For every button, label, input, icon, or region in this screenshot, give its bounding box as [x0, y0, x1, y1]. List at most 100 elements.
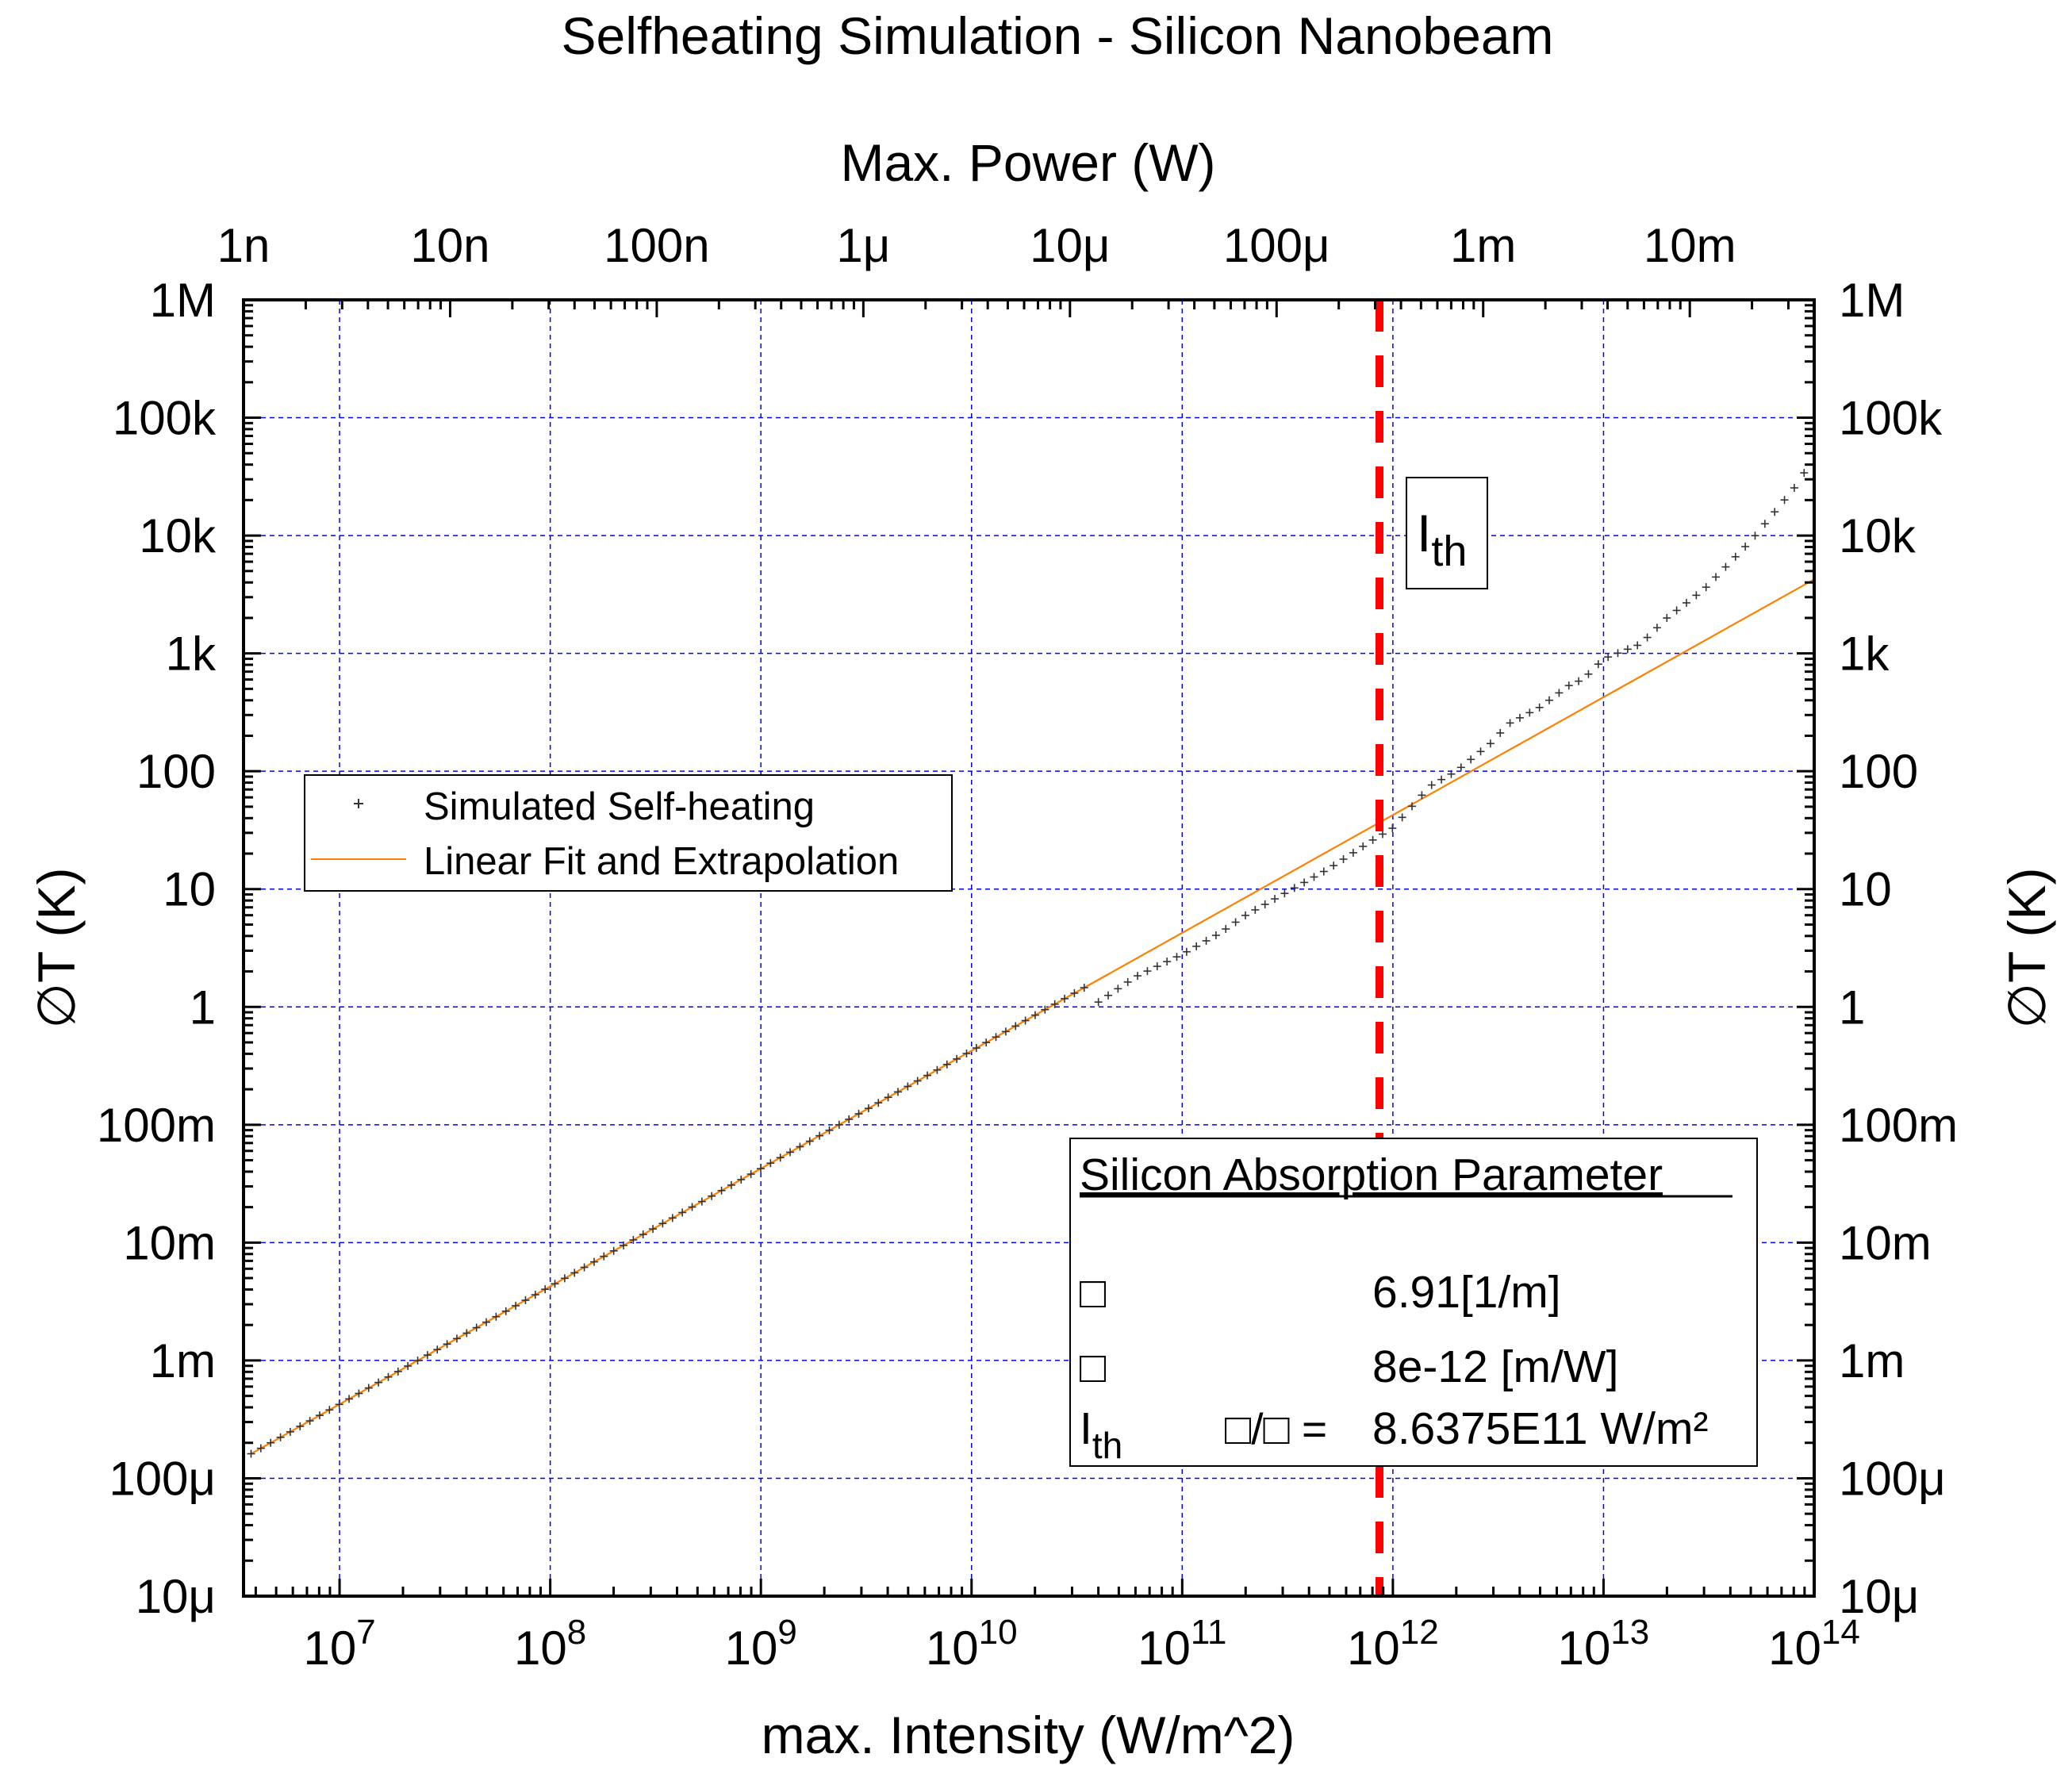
y-tick-label-right: 100m — [1839, 1099, 1958, 1152]
data-point — [717, 1186, 726, 1195]
x-tick-label: 1010 — [926, 1613, 1018, 1675]
data-point — [1300, 878, 1309, 887]
data-point — [1476, 747, 1485, 756]
data-point — [276, 1433, 285, 1441]
data-point — [1241, 911, 1249, 919]
data-point — [286, 1427, 294, 1436]
grid — [244, 300, 1814, 1596]
data-point — [501, 1307, 510, 1315]
data-point — [727, 1180, 735, 1189]
y-tick-label-right: 100k — [1839, 392, 1943, 445]
y-tick-label-left: 100 — [136, 745, 216, 798]
data-point — [1231, 918, 1240, 927]
data-point — [1030, 1011, 1039, 1019]
data-point — [1702, 583, 1710, 592]
y-tick-label-left: 1k — [166, 628, 217, 681]
data-point — [433, 1345, 442, 1354]
data-point — [796, 1142, 804, 1151]
data-point — [1398, 813, 1406, 822]
data-point — [962, 1049, 971, 1057]
data-point — [1555, 689, 1564, 697]
data-point — [1103, 991, 1112, 1000]
y-tick-label-right: 10 — [1839, 863, 1892, 916]
data-point — [452, 1334, 461, 1343]
data-point — [443, 1340, 451, 1349]
data-point — [1575, 677, 1583, 685]
data-point — [531, 1291, 539, 1299]
data-point — [1741, 543, 1750, 551]
data-point — [1800, 469, 1809, 478]
data-point — [384, 1372, 393, 1381]
y-tick-label-right: 1M — [1839, 274, 1905, 327]
y-tick-label-left: 1M — [150, 274, 216, 327]
data-point — [1134, 972, 1142, 981]
data-point — [1506, 719, 1514, 727]
data-point — [649, 1225, 658, 1234]
data-point — [1652, 624, 1661, 632]
x2-tick-label: 100n — [604, 219, 709, 272]
points-layer — [247, 469, 1809, 1458]
data-point — [982, 1038, 991, 1047]
data-point — [1623, 645, 1632, 654]
data-point — [1182, 947, 1191, 956]
data-point — [1211, 931, 1220, 940]
data-point — [1515, 713, 1524, 722]
data-point — [825, 1126, 834, 1134]
data-point — [786, 1148, 795, 1157]
parameter-box: Silicon Absorption Parameter □ 6.91[1/m]… — [1069, 1138, 1758, 1467]
data-point — [639, 1230, 647, 1239]
y-tick-label-right: 100μ — [1839, 1452, 1946, 1505]
data-point — [1731, 552, 1740, 561]
data-point — [1545, 696, 1554, 704]
parameter-box-title: Silicon Absorption Parameter — [1080, 1149, 1663, 1200]
data-point — [874, 1099, 883, 1107]
threshold-label-text: Ith — [1417, 504, 1467, 575]
data-point — [1388, 824, 1397, 833]
legend-label-points: Simulated Self-heating — [424, 785, 815, 828]
x2-tick-label: 1n — [217, 219, 271, 272]
data-point — [1633, 641, 1642, 650]
x-tick-label: 1014 — [1768, 1613, 1860, 1675]
y-tick-label-right: 1k — [1839, 628, 1890, 681]
data-point — [1643, 633, 1652, 642]
data-point — [1021, 1016, 1030, 1025]
x-tick-label: 1013 — [1558, 1613, 1650, 1675]
data-point — [374, 1378, 383, 1387]
x2-tick-label: 1μ — [836, 219, 890, 272]
data-point — [1427, 781, 1436, 789]
data-point — [1260, 900, 1269, 909]
data-point — [267, 1438, 275, 1447]
data-point — [315, 1411, 324, 1420]
data-point — [1222, 925, 1230, 934]
data-point — [1594, 660, 1602, 669]
data-point — [482, 1318, 491, 1326]
data-point — [1172, 953, 1181, 961]
y-tick-label-right: 1m — [1839, 1334, 1905, 1387]
data-point — [1760, 520, 1769, 528]
y-tick-label-right: 1 — [1839, 981, 1865, 1034]
y-axis-title-left: ∅T (K) — [27, 868, 86, 1029]
legend: Simulated Self-heating Linear Fit and Ex… — [304, 774, 953, 892]
data-point — [815, 1131, 824, 1140]
y-tick-label-right: 10μ — [1839, 1570, 1919, 1623]
data-point — [404, 1361, 412, 1370]
data-point — [1437, 775, 1446, 784]
data-point — [805, 1137, 814, 1146]
data-point — [697, 1197, 706, 1206]
data-point — [1070, 988, 1079, 997]
x2-tick-label: 10μ — [1030, 219, 1110, 272]
data-point — [1153, 962, 1161, 971]
data-point — [462, 1329, 471, 1338]
data-point — [1271, 895, 1280, 904]
y-tick-label-left: 10k — [139, 509, 217, 562]
data-point — [1123, 977, 1132, 986]
data-point — [1349, 848, 1357, 857]
data-point — [864, 1104, 873, 1113]
fit-line — [250, 578, 1815, 1455]
data-point — [913, 1077, 922, 1085]
data-point — [1330, 862, 1338, 870]
data-point — [942, 1060, 951, 1069]
data-point — [1319, 867, 1328, 876]
data-point — [492, 1312, 501, 1321]
data-point — [521, 1296, 530, 1305]
